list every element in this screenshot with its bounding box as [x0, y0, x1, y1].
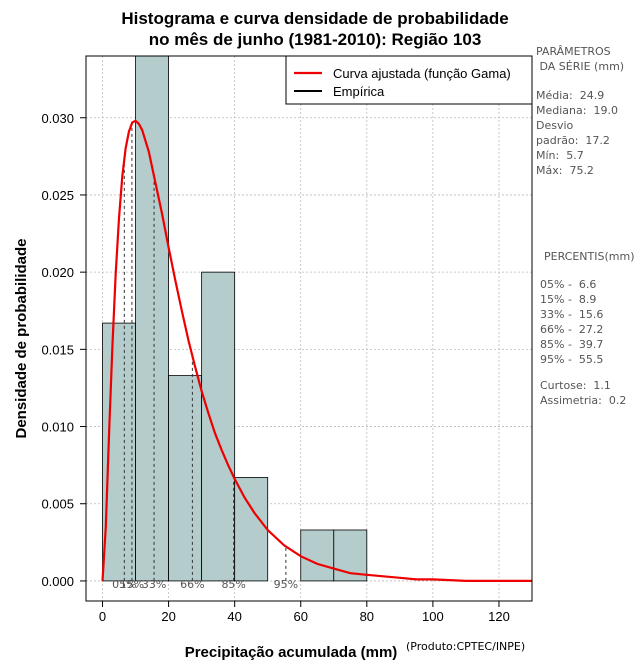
percentis-title: PERCENTIS(mm) [544, 250, 635, 263]
histogram-bar [300, 529, 335, 582]
percentile-label: 85% [221, 578, 245, 591]
y-tick-label: 0.000 [41, 574, 74, 589]
legend-label-curve: Curva ajustada (função Gama) [333, 66, 511, 81]
x-tick-label: 60 [294, 609, 308, 624]
x-tick-label: 20 [161, 609, 175, 624]
x-tick-label: 0 [99, 609, 106, 624]
legend-label-empirica: Empírica [333, 84, 385, 99]
percentile-label: 33% [142, 578, 166, 591]
y-axis-title: Densidade de probabilidade [13, 238, 30, 438]
percentile-label: 66% [180, 578, 204, 591]
params-title: PARÂMETROS DA SÉRIE (mm) [536, 45, 625, 73]
percentile-label: 95% [274, 578, 298, 591]
percentis-values: 05% - 6.6 15% - 8.9 33% - 15.6 66% - 27.… [540, 278, 604, 366]
chart-title: Histograma e curva densidade de probabil… [80, 8, 550, 50]
histogram-bar [201, 271, 236, 582]
histogram-bars [102, 55, 368, 582]
x-axis-title: Precipitação acumulada (mm) [185, 644, 398, 660]
params-values: Média: 24.9 Mediana: 19.0 Desvio padrão:… [536, 89, 618, 177]
fitted-curve-line [101, 119, 532, 583]
percentile-lines: 05%15%33% 66% 85% 95% [112, 123, 298, 591]
x-tick-label: 100 [422, 609, 444, 624]
legend: Curva ajustada (função Gama) Empírica [285, 55, 533, 105]
x-tick-label: 80 [360, 609, 374, 624]
histogram-bar [234, 477, 269, 582]
y-tick-label: 0.025 [41, 188, 74, 203]
y-tick-label: 0.015 [41, 342, 74, 357]
x-tick-label: 120 [488, 609, 510, 624]
y-tick-label: 0.030 [41, 111, 74, 126]
percentile-label: 15% [120, 578, 144, 591]
histogram-bar [168, 375, 203, 582]
histogram-bar [135, 55, 169, 582]
y-tick-label: 0.005 [41, 497, 74, 512]
chart-title-line-1: Histograma e curva densidade de probabil… [121, 9, 509, 28]
percentile-label: 05% [112, 578, 136, 591]
fitted-curve [101, 119, 532, 583]
x-tick-label: 40 [227, 609, 241, 624]
legend-box [285, 55, 533, 105]
axes: 0 20 40 60 80 100 120 0.000 0.005 0.010 0.015 0.020… [13, 111, 510, 660]
chart-title-line-2: no mês de junho (1981-2010): Região 103 [148, 30, 482, 49]
y-tick-label: 0.020 [41, 265, 74, 280]
credit: (Produto:CPTEC/INPE) [406, 640, 526, 653]
y-tick-label: 0.010 [41, 420, 74, 435]
stats-values: Curtose: 1.1 Assimetria: 0.2 [540, 379, 627, 407]
